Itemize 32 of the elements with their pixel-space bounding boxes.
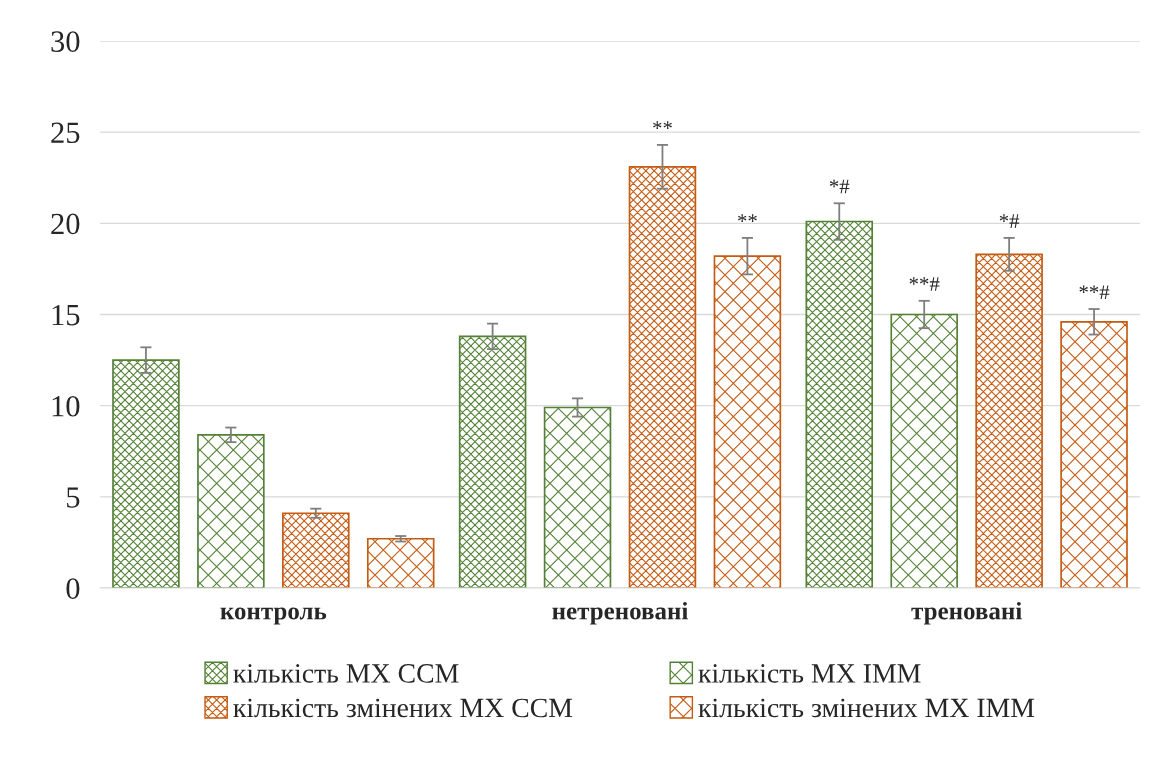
data-label: **#	[1079, 285, 1110, 300]
data-label: *#	[829, 179, 850, 194]
bar	[713, 255, 782, 588]
bar	[112, 359, 180, 588]
y-tick-label: 0	[66, 578, 80, 599]
legend-label: кількість змінених МХ ІММ	[698, 698, 1035, 718]
data-label: **	[738, 214, 757, 222]
x-tick-label: контроль	[220, 607, 327, 625]
legend-label: кількість змінених МХ ССМ	[233, 698, 573, 718]
bar	[1060, 320, 1128, 588]
y-tick-label: 20	[51, 213, 80, 235]
bar	[282, 512, 350, 588]
y-tick-label: 30	[51, 31, 80, 52]
bar	[197, 434, 265, 588]
bar	[366, 537, 435, 588]
y-tick-label: 5	[67, 487, 80, 508]
data-label: **	[653, 121, 672, 129]
bar	[628, 165, 697, 588]
bar	[543, 406, 612, 588]
y-tick-label: 10	[52, 395, 80, 417]
data-label: **#	[909, 277, 940, 291]
bar	[458, 335, 527, 588]
x-tick-label: нетреновані	[552, 601, 688, 625]
legend-label: кількість МХ ІММ	[698, 664, 921, 683]
legend-label: кількість МХ ССМ	[233, 664, 459, 683]
bar	[975, 253, 1043, 588]
y-tick-label: 25	[51, 122, 80, 144]
x-tick-label: треновані	[911, 601, 1022, 625]
y-tick-label: 15	[52, 304, 80, 326]
bar	[805, 220, 874, 588]
data-label: *#	[999, 214, 1020, 228]
bar	[890, 313, 958, 588]
